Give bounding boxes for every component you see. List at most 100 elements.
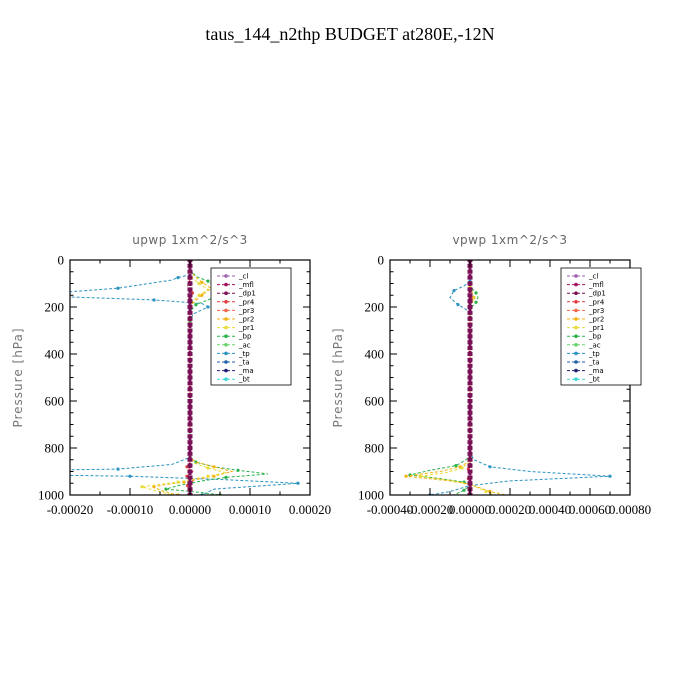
center-marker: [467, 299, 473, 304]
center-marker: [467, 469, 473, 474]
series-point-bp: [236, 468, 240, 472]
legend-label: _pr1: [588, 324, 604, 332]
center-marker: [467, 404, 473, 409]
center-marker: [187, 275, 193, 280]
series-point-tp: [456, 303, 460, 307]
legend-label: _pr2: [588, 316, 604, 324]
legend-marker: [224, 343, 228, 347]
center-marker: [187, 463, 193, 468]
legend-marker: [224, 360, 228, 364]
center-marker: [187, 410, 193, 415]
series-point-bp: [206, 279, 210, 283]
x-tick-label: 0.00040: [529, 502, 571, 517]
legend-marker: [224, 351, 228, 356]
center-marker: [187, 446, 193, 450]
legend-marker: [574, 334, 578, 339]
center-marker: [467, 422, 473, 427]
center-marker: [187, 305, 193, 309]
y-axis-label: Pressure [hPa]: [331, 327, 345, 427]
center-marker: [467, 322, 473, 327]
legend-label: _bp: [238, 333, 252, 341]
legend-marker: [224, 334, 228, 339]
center-marker: [467, 369, 473, 374]
legend-marker: [224, 325, 228, 330]
panel-1: upwp 1xm^2/s^3 Pressure [hPa] 0 200 400 600 80…: [11, 233, 331, 517]
center-marker: [187, 451, 193, 456]
legend-label: _bp: [588, 333, 602, 341]
legend-label: _mfl: [238, 281, 254, 289]
center-marker: [187, 299, 193, 304]
legend-marker: [574, 351, 578, 356]
figure-title: taus_144_n2thp BUDGET at280E,-12N: [205, 24, 494, 44]
series-point-pr2: [152, 485, 156, 489]
y-tick-label: 800: [365, 441, 385, 456]
center-marker: [467, 328, 473, 333]
center-marker: [187, 399, 193, 403]
legend-marker: [574, 300, 578, 304]
y-tick-label: 200: [45, 300, 65, 315]
legend-marker: [224, 308, 228, 313]
series-point-tp: [488, 465, 492, 469]
y-tick-label: 200: [365, 300, 385, 315]
center-marker: [187, 328, 193, 333]
legend-label: _bt: [238, 376, 250, 384]
center-marker: [467, 310, 473, 315]
series-point-tp: [608, 474, 612, 478]
y-tick-label: 0: [58, 253, 65, 268]
x-tick-label: 0.00060: [569, 502, 611, 517]
y-tick-label: 0: [378, 253, 385, 268]
series-line-pr1: [141, 271, 227, 495]
legend-label: _pr4: [238, 298, 255, 306]
center-marker: [467, 346, 473, 351]
plot-area: [404, 260, 612, 495]
center-marker: [187, 422, 193, 427]
legend-marker: [574, 325, 578, 330]
x-tick-label: 0.00000: [449, 502, 491, 517]
x-tick-label: 0.00020: [489, 502, 531, 517]
center-marker: [187, 340, 193, 345]
center-marker: [467, 428, 473, 433]
center-marker: [467, 416, 473, 421]
legend-marker: [224, 317, 228, 321]
series-point-tp: [128, 474, 132, 478]
panel-title: vpwp 1xm^2/s^3: [452, 233, 567, 247]
center-marker: [467, 352, 473, 356]
center-marker: [467, 375, 473, 380]
center-marker: [187, 287, 193, 292]
legend-label: _ta: [238, 359, 250, 367]
center-marker: [187, 428, 193, 433]
legend-marker: [574, 282, 578, 287]
center-marker: [467, 287, 473, 292]
center-marker: [187, 352, 193, 356]
legend-label: _ma: [588, 367, 604, 375]
series-point-tp: [116, 286, 120, 290]
legend: _cl_mfl_dp1_pr4_pr3_pr2_pr1_bp_ac_tp_ta_…: [560, 267, 642, 386]
legend-marker: [224, 291, 228, 296]
series-point-tp: [296, 481, 300, 485]
x-tick-label: -0.00010: [107, 502, 154, 517]
center-marker: [467, 363, 473, 368]
panel-2: vpwp 1xm^2/s^3 Pressure [hPa] 0 200 400 600 80…: [331, 233, 651, 517]
center-marker: [187, 434, 193, 439]
y-tick-label: 600: [45, 394, 65, 409]
center-marker: [467, 305, 473, 309]
center-marker: [187, 381, 193, 386]
center-marker: [187, 346, 193, 351]
series-point-pr1: [197, 281, 201, 286]
center-marker: [187, 481, 193, 486]
legend-label: _pr4: [588, 298, 605, 306]
center-marker: [467, 393, 473, 398]
legend-marker: [574, 308, 578, 313]
center-marker: [187, 293, 193, 298]
x-tick-label: 0.00010: [229, 502, 271, 517]
center-marker: [467, 275, 473, 280]
series-point-bp: [474, 291, 478, 295]
series-point-bp: [462, 488, 466, 492]
legend-box: [560, 267, 642, 386]
legend-label: _cl: [238, 273, 248, 281]
legend-label: _pr3: [588, 307, 604, 315]
series-point-tp: [152, 298, 156, 302]
center-marker: [467, 281, 473, 286]
center-marker: [187, 469, 193, 474]
series-point-bp: [224, 475, 228, 479]
